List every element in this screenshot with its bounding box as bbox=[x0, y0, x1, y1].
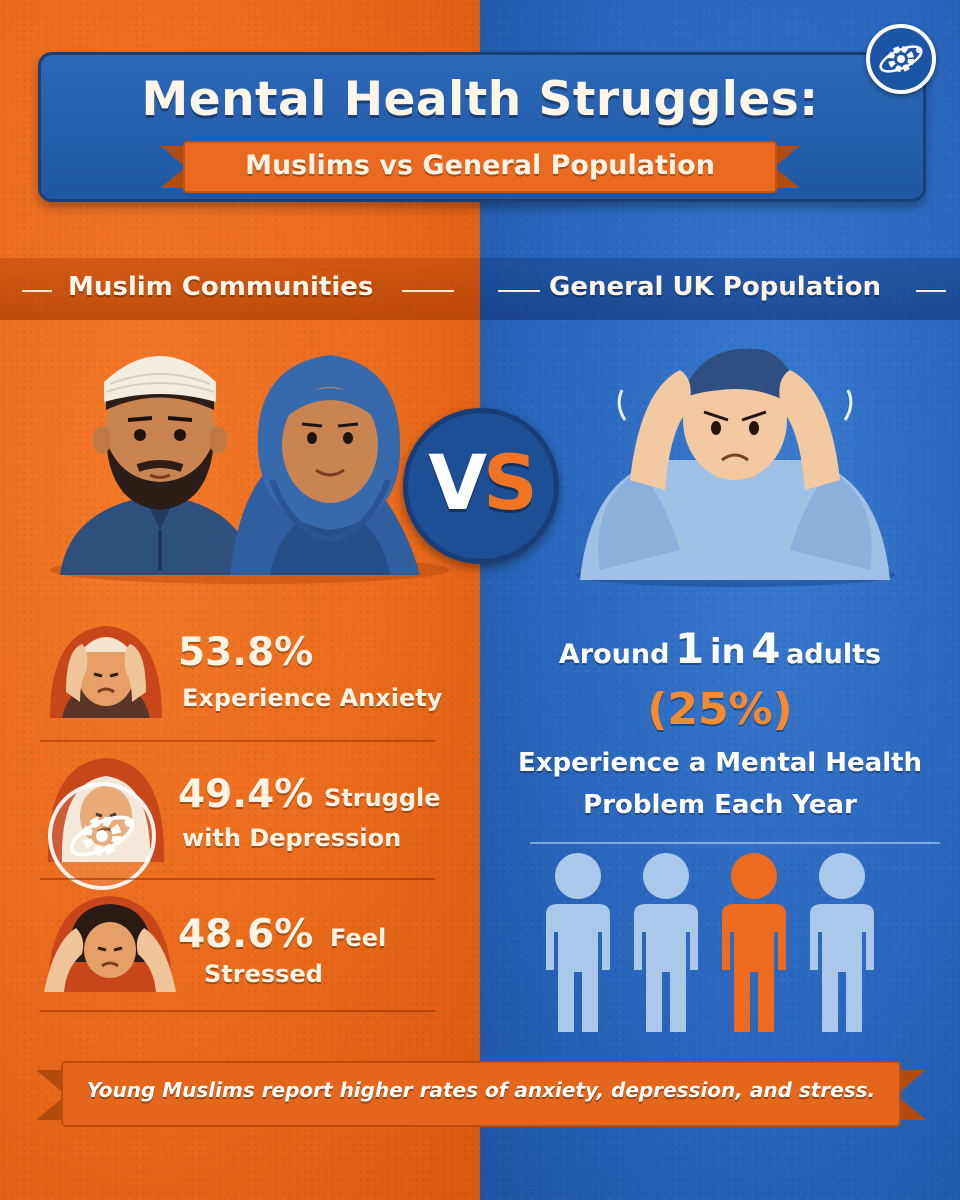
stat-anxiety-value: 53.8% bbox=[178, 630, 314, 675]
ratio-desc-line1: Experience a Mental Health bbox=[517, 748, 923, 778]
vs-label: VS bbox=[428, 438, 538, 527]
footer-ribbon bbox=[36, 1058, 926, 1132]
watermark-logo bbox=[48, 782, 156, 890]
brand-logo bbox=[866, 24, 936, 94]
ratio-desc-line2: Problem Each Year bbox=[583, 790, 857, 820]
page-subtitle: Muslims vs General Population bbox=[245, 150, 715, 181]
person-figure-highlighted bbox=[722, 853, 786, 1032]
stat-stress-label-b: Stressed bbox=[204, 960, 323, 988]
ratio-percent: (25%) bbox=[647, 684, 793, 735]
stressed-person-illustration bbox=[575, 348, 895, 587]
person-figure bbox=[634, 853, 698, 1032]
muslim-couple-illustration bbox=[50, 355, 450, 584]
left-rule-a bbox=[22, 290, 52, 292]
right-section-heading: General UK Population bbox=[549, 272, 881, 302]
ratio-statement: Around 1 in 4 adults bbox=[558, 624, 882, 673]
stat-divider bbox=[40, 1010, 435, 1012]
page-title: Mental Health Struggles: bbox=[141, 72, 819, 127]
gear-orbit-icon bbox=[879, 45, 923, 73]
subtitle-ribbon bbox=[160, 140, 800, 194]
right-divider bbox=[530, 842, 940, 844]
stat-stress-label-a: Feel bbox=[330, 924, 387, 952]
right-rule-b bbox=[916, 290, 946, 292]
left-rule-b bbox=[402, 290, 454, 292]
stat-divider bbox=[40, 878, 435, 880]
stressed-girl-icon bbox=[44, 896, 176, 992]
one-in-four-people-pictogram bbox=[546, 853, 874, 1032]
footer-caption: Young Muslims report higher rates of anx… bbox=[86, 1078, 876, 1102]
stressed-man-icon bbox=[50, 626, 162, 718]
stat-stress-value: 48.6% bbox=[178, 912, 314, 957]
gear-orbit-watermark-icon bbox=[69, 815, 135, 857]
stat-depression-label-b: with Depression bbox=[182, 824, 402, 852]
person-figure bbox=[810, 853, 874, 1032]
left-section-bar bbox=[0, 258, 480, 320]
stat-anxiety-label: Experience Anxiety bbox=[182, 684, 443, 712]
right-section-bar bbox=[480, 258, 960, 320]
left-section-heading: Muslim Communities bbox=[68, 272, 374, 302]
right-rule-a bbox=[498, 290, 540, 292]
vs-badge bbox=[403, 408, 559, 564]
stat-depression-value: 49.4% bbox=[178, 772, 314, 817]
stat-depression-label-a: Struggle bbox=[324, 784, 441, 812]
person-figure bbox=[546, 853, 610, 1032]
stat-divider bbox=[40, 740, 435, 742]
